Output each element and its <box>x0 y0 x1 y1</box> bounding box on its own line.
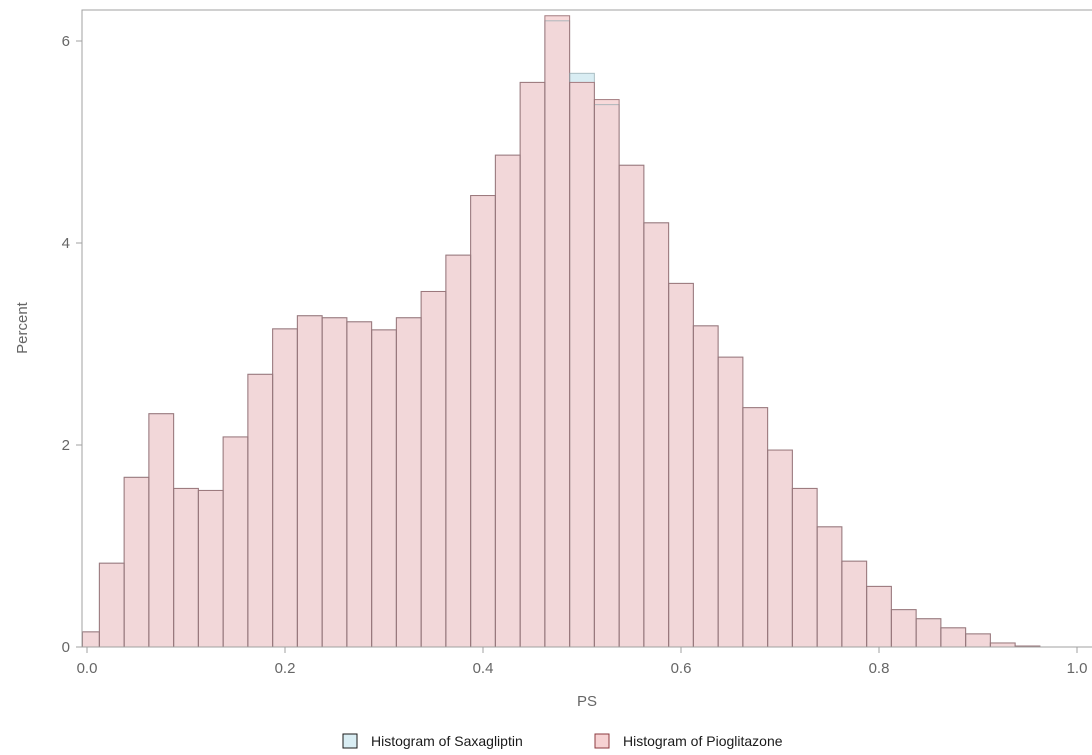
legend: Histogram of Saxagliptin Histogram of Pio… <box>342 733 783 749</box>
y-tick-label-2: 2 <box>62 437 70 454</box>
legend-item-saxagliptin-label: Histogram of Saxagliptin <box>371 733 523 749</box>
pioglitazone-bar-28 <box>767 450 793 647</box>
pioglitazone-bar-6 <box>223 436 248 647</box>
pioglitazone-bar-34 <box>916 618 941 647</box>
pioglitazone-bar-24 <box>668 283 694 647</box>
pioglitazone-bar-10 <box>322 317 347 647</box>
pioglitazone-bar-11 <box>346 321 372 647</box>
pioglitazone-bar-26 <box>718 357 743 647</box>
pioglitazone-bar-0 <box>82 631 100 647</box>
bar-outlines <box>82 15 1041 648</box>
pioglitazone-bar-22 <box>619 165 644 648</box>
pioglitazone-bar-20 <box>569 82 595 647</box>
pioglitazone-bar-2 <box>124 477 149 647</box>
pioglitazone-bar-8 <box>272 328 298 647</box>
pioglitazone-bar-33 <box>891 609 917 647</box>
x-axis-title: PS <box>577 693 597 710</box>
legend-item-pioglitazone-swatch <box>594 733 610 749</box>
pioglitazone-bar-12 <box>371 329 397 647</box>
pioglitazone-bar-18 <box>520 82 545 647</box>
pioglitazone-bar-14 <box>421 291 446 647</box>
legend-item-pioglitazone-label: Histogram of Pioglitazone <box>623 733 783 749</box>
y-tick-label-0: 0 <box>62 639 70 656</box>
pioglitazone-bar-29 <box>792 488 818 647</box>
pioglitazone-bars <box>82 15 1040 648</box>
pioglitazone-bar-16 <box>470 195 496 647</box>
x-axis: 0.0 0.2 0.4 0.6 0.8 1.0 <box>77 647 1088 677</box>
pioglitazone-bar-27 <box>742 407 768 647</box>
pioglitazone-bar-31 <box>841 561 867 647</box>
y-axis-title: Percent <box>14 301 31 354</box>
y-tick-label-4: 4 <box>62 235 70 252</box>
pioglitazone-bar-7 <box>247 374 273 647</box>
pioglitazone-bar-30 <box>817 526 842 647</box>
pioglitazone-bar-5 <box>198 490 224 647</box>
pioglitazone-bar-13 <box>396 317 422 647</box>
x-tick-label-0.4: 0.4 <box>473 660 494 677</box>
pioglitazone-bar-9 <box>297 315 323 647</box>
pioglitazone-bar-3 <box>148 413 174 647</box>
pioglitazone-bar-23 <box>643 222 669 648</box>
plot-frame <box>81 9 1092 648</box>
y-axis: 0 2 4 6 <box>62 33 82 656</box>
pioglitazone-bar-21 <box>594 99 620 647</box>
pioglitazone-bar-1 <box>99 563 125 647</box>
pioglitazone-bar-37 <box>990 642 1016 647</box>
pioglitazone-bar-35 <box>940 627 966 647</box>
x-tick-label-0.6: 0.6 <box>671 660 692 677</box>
pioglitazone-bar-32 <box>866 586 892 647</box>
pioglitazone-bar-38 <box>1015 645 1040 647</box>
pioglitazone-bar-15 <box>445 255 471 647</box>
x-tick-label-0.0: 0.0 <box>77 660 98 677</box>
pioglitazone-bar-19 <box>544 15 570 647</box>
legend-item-saxagliptin-swatch <box>342 733 358 749</box>
pioglitazone-bar-17 <box>495 155 521 647</box>
pioglitazone-bar-36 <box>965 633 991 647</box>
pioglitazone-bar-25 <box>693 325 719 647</box>
y-tick-label-6: 6 <box>62 33 70 50</box>
x-tick-label-0.8: 0.8 <box>869 660 890 677</box>
x-tick-label-0.2: 0.2 <box>275 660 296 677</box>
pioglitazone-bar-4 <box>173 488 199 647</box>
x-tick-label-1.0: 1.0 <box>1067 660 1088 677</box>
